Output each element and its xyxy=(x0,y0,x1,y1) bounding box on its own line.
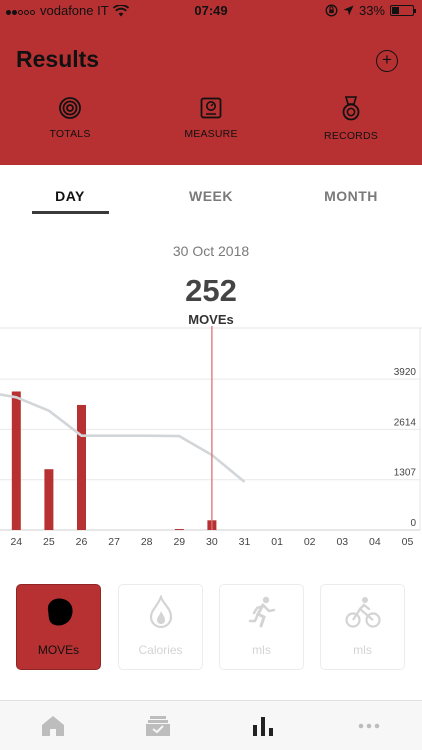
status-time: 07:49 xyxy=(194,3,228,18)
more-icon xyxy=(358,723,380,729)
metric-label-running: mls xyxy=(252,643,271,657)
x-tick-label: 01 xyxy=(271,536,283,548)
home-icon xyxy=(42,716,64,736)
period-tabs: DAY WEEK MONTH xyxy=(0,170,422,220)
nav-totals-label: TOTALS xyxy=(49,128,91,140)
selected-date: 30 Oct 2018 xyxy=(172,243,250,259)
tab-day[interactable]: DAY xyxy=(55,188,85,204)
totals-icon xyxy=(59,97,81,119)
battery-level xyxy=(392,7,399,14)
x-tick-label: 25 xyxy=(43,536,55,548)
tab-month[interactable]: MONTH xyxy=(324,188,378,204)
cycling-icon xyxy=(344,597,381,628)
bottom-tab-bar xyxy=(0,700,422,750)
nav-totals[interactable]: TOTALS xyxy=(15,96,125,140)
metric-icon-wrap xyxy=(220,595,303,629)
summary-unit: MOVEs xyxy=(188,312,234,327)
x-tick-label: 31 xyxy=(239,536,251,548)
bar-24 xyxy=(11,391,21,530)
nav-records-label: RECORDS xyxy=(324,130,378,142)
inbox-icon xyxy=(146,716,170,736)
metric-card-cycling[interactable]: mls xyxy=(320,584,405,670)
orientation-lock-icon xyxy=(325,4,338,17)
metric-card-moves[interactable]: MOVEs xyxy=(16,584,101,670)
x-tick-label: 26 xyxy=(76,536,88,548)
x-tick-label: 28 xyxy=(141,536,153,548)
move-blob-icon xyxy=(47,598,73,626)
metric-card-calories[interactable]: Calories xyxy=(118,584,203,670)
tab-inbox[interactable] xyxy=(145,715,175,739)
metric-icon-wrap xyxy=(119,595,202,629)
status-bar: vodafone IT 07:49 33% xyxy=(0,0,422,22)
metric-label-cycling: mls xyxy=(353,643,372,657)
signal-strength-icon xyxy=(6,3,36,18)
y-tick-label: 0 xyxy=(410,518,416,529)
battery-icon xyxy=(390,5,416,16)
x-tick-label: 02 xyxy=(304,536,316,548)
metric-label-moves: MOVEs xyxy=(37,643,80,657)
metric-icon-wrap xyxy=(321,595,404,629)
page-title: Results xyxy=(16,46,100,72)
medal-icon xyxy=(342,96,360,121)
measure-icon xyxy=(200,97,222,119)
x-tick-label: 29 xyxy=(173,536,185,548)
metric-card-running[interactable]: mls xyxy=(219,584,304,670)
x-tick-label: 27 xyxy=(108,536,120,548)
flame-icon xyxy=(149,595,172,629)
battery-percent: 33% xyxy=(358,3,385,18)
tab-results[interactable] xyxy=(250,715,280,739)
y-tick-label: 3920 xyxy=(394,367,417,378)
nav-measure-label: MEASURE xyxy=(184,128,238,140)
carrier-name: vodafone IT xyxy=(40,3,109,18)
status-right: 33% xyxy=(325,3,416,18)
running-icon xyxy=(248,596,275,628)
tab-more[interactable] xyxy=(356,715,386,739)
x-tick-label: 30 xyxy=(206,536,218,548)
moves-chart[interactable]: 0 1307 2614 3920 24 25 26 27 28 29 30 31 01 02 03 04 05 xyxy=(0,326,422,554)
x-tick-label: 04 xyxy=(369,536,381,548)
header-bar: vodafone IT 07:49 33% Results + xyxy=(0,0,422,165)
trend-line xyxy=(0,393,246,483)
tab-home[interactable] xyxy=(40,715,70,739)
nav-records[interactable]: RECORDS xyxy=(296,96,406,142)
x-tick-label: 05 xyxy=(402,536,414,548)
wifi-icon xyxy=(112,4,129,16)
x-tick-label: 03 xyxy=(336,536,348,548)
nav-measure[interactable]: MEASURE xyxy=(156,96,266,140)
bar-chart-icon xyxy=(253,717,273,736)
location-arrow-icon xyxy=(343,5,354,16)
status-left: vodafone IT xyxy=(6,3,129,18)
x-tick-label: 24 xyxy=(10,536,22,548)
metric-icon-wrap xyxy=(17,595,100,629)
active-tab-indicator xyxy=(32,211,109,214)
tab-week[interactable]: WEEK xyxy=(189,188,233,204)
results-nav: TOTALS MEASURE RECORDS xyxy=(0,96,422,156)
bar-29 xyxy=(174,529,184,530)
add-button[interactable]: + xyxy=(376,50,398,72)
summary-value: 252 xyxy=(185,273,237,308)
bar-26 xyxy=(77,404,86,530)
y-tick-label: 1307 xyxy=(394,468,417,479)
bar-25 xyxy=(44,469,54,530)
metric-label-calories: Calories xyxy=(138,643,183,657)
y-tick-label: 2614 xyxy=(394,417,417,428)
